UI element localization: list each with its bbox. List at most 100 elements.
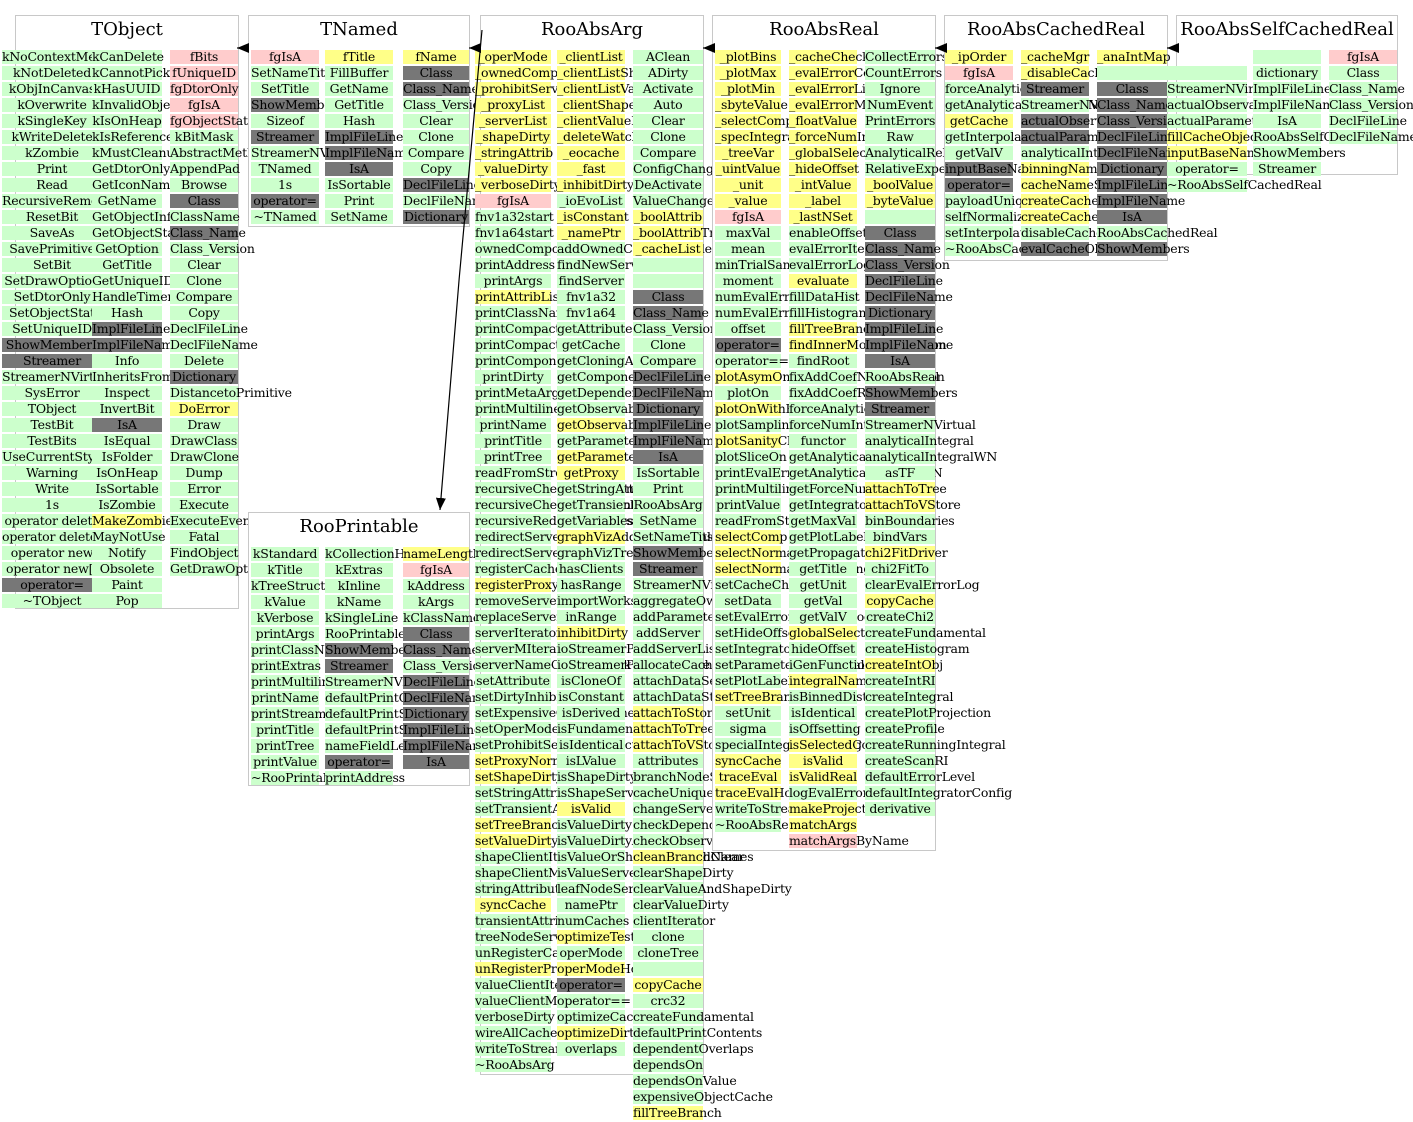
member-cell: fillDataHist — [789, 289, 860, 304]
member-cell: verboseDirty — [475, 1009, 555, 1024]
member-cell: Dictionary — [403, 706, 469, 721]
member-cell: findRoot — [789, 354, 857, 368]
member-cell: getAnalyticalIntegralWN — [789, 466, 943, 480]
member-cell: TestBits — [2, 434, 102, 448]
member-cell: analyticalIntegral — [865, 433, 974, 448]
member-cell: fgIsA — [945, 66, 1013, 80]
member-cell: RooPrintable — [325, 626, 406, 641]
member-cell: ~TObject — [2, 594, 102, 608]
member-cell: kSingleKey — [2, 114, 102, 128]
class-box-rooprintable[interactable]: RooPrintable kStandard kTitle kTreeStructu… — [248, 512, 491, 786]
member-cell: ImplFileLine — [633, 417, 712, 432]
member-cell: isValueDirtyAndClear — [557, 833, 690, 848]
member-cell: printTree — [475, 450, 551, 464]
member-cell: Hash — [92, 306, 162, 320]
member-cell: allocateCacheUniqueSuffix — [633, 658, 800, 672]
member-cell: StreamerNVirtual — [1167, 81, 1278, 96]
member-cell: DistancetoPrimitive — [170, 385, 292, 400]
class-box-tobject[interactable]: TObject kNoContextMenu kNotDeleted kObjInC… — [2, 15, 292, 609]
member-cell: ResetBit — [2, 210, 102, 224]
member-cell: checkDependents — [633, 817, 743, 832]
member-cell: registerProxy — [475, 577, 559, 592]
member-cell: Class_Version — [403, 97, 488, 112]
class-box-rooabsarg[interactable]: RooAbsArg _operMode _ownedComponents _proh… — [475, 15, 817, 1120]
member-cell: clearEvalErrorLog — [865, 577, 980, 592]
member-cell: Auto — [633, 98, 703, 112]
member-cell: ShowMembers — [1253, 145, 1346, 160]
member-cell: setParameterizeIntegral — [715, 658, 865, 672]
member-cell: _eocache — [557, 146, 625, 160]
member-cell: _ownedComponents — [475, 65, 600, 80]
member-cell: Class_Version — [1329, 97, 1413, 112]
member-cell: recursiveCheckDependents — [475, 482, 645, 496]
member-cell: ImplFileLine — [1253, 81, 1332, 96]
member-cell: DeclFileName — [1097, 145, 1185, 160]
member-cell: fName — [403, 50, 469, 64]
member-cell: fnv1a64 — [557, 306, 625, 320]
member-cell: operator= — [2, 578, 102, 592]
member-cell: numEvalErrorItems — [715, 289, 838, 304]
member-cell: readFromStream — [715, 513, 822, 528]
member-cell: ShowMembers — [1097, 241, 1190, 256]
member-cell: Dump — [170, 466, 238, 480]
member-cell: printValue — [715, 497, 781, 512]
member-cell: _evalErrorMode — [789, 97, 889, 112]
member-cell: _evalErrorCount — [789, 65, 891, 80]
member-cell: kSingleLine — [325, 610, 399, 625]
member-cell: _globalSelectComp — [789, 145, 908, 160]
member-cell: isIdentical — [789, 705, 857, 720]
member-cell: DeclFileLine — [865, 273, 943, 288]
member-cell: selfNormalized — [945, 209, 1039, 224]
member-cell: kNotDeleted — [2, 66, 102, 80]
member-cell: forceAnalyticalInt — [945, 81, 1055, 96]
member-cell: ClassName — [170, 209, 240, 224]
member-cell: printName — [475, 418, 551, 432]
member-cell — [633, 274, 703, 288]
member-column: _operMode _ownedComponents _prohibitServer… — [475, 50, 647, 1074]
member-cell: getProxy — [557, 466, 625, 480]
member-cell: AppendPad — [170, 161, 240, 176]
member-cell: isConstant — [557, 689, 625, 704]
member-cell: checkObservables — [633, 833, 746, 848]
member-cell: ShowMembers — [633, 545, 726, 560]
member-cell: _selectComp — [715, 113, 794, 128]
member-cell: isValid — [557, 802, 625, 816]
class-box-rooabsselfcachedreal[interactable]: RooAbsSelfCachedReal StreamerNVirtual act… — [1167, 15, 1413, 192]
member-cell: ImplFileLine — [92, 321, 171, 336]
member-cell: Print — [325, 194, 393, 208]
member-cell: printComponentTree — [475, 353, 605, 368]
class-box-rooabscachedreal[interactable]: RooAbsCachedReal _ipOrder fgIsA forceAnaly… — [944, 15, 1218, 261]
member-cell: attributes — [633, 754, 703, 768]
member-cell: _proxyList — [475, 98, 551, 112]
member-cell: GetName — [92, 194, 162, 208]
member-cell: asTF — [865, 466, 935, 480]
member-cell: hideOffset — [789, 642, 857, 656]
member-cell: IsOnHeap — [92, 466, 162, 480]
member-cell: addServer — [633, 626, 703, 640]
member-cell: setHideOffset — [715, 625, 800, 640]
member-cell: fgObjectStat — [170, 113, 248, 128]
member-cell: syncCache — [715, 753, 782, 768]
member-cell: IsA — [633, 450, 703, 464]
member-cell: _shapeDirty — [475, 129, 551, 144]
class-box-rooabsreal[interactable]: RooAbsReal _plotBins _plotMax _plotMin _sby… — [712, 15, 1012, 851]
member-cell: setExpensiveObjectCache — [475, 705, 635, 720]
member-cell: StreamerNVirtual — [1021, 97, 1132, 112]
member-cell: Class_Name — [403, 642, 479, 657]
member-cell: Class_Name — [403, 81, 479, 96]
member-cell: fillTreeBranch — [633, 1105, 722, 1120]
class-box-tnamed[interactable]: TNamed fgIsA SetNameTitle SetTitle ShowMemb… — [248, 15, 491, 227]
member-cell: Compare — [633, 354, 703, 368]
member-cell: StreamerNVirtual — [865, 417, 976, 432]
member-cell: redirectServers — [475, 529, 572, 544]
member-cell: GetTitle — [92, 258, 162, 272]
member-cell: TestBit — [2, 418, 102, 432]
member-cell: createCache — [1021, 209, 1099, 224]
member-cell: _plotMax — [715, 66, 781, 80]
member-cell: GetObjectInfo — [92, 209, 179, 224]
member-cell: Dictionary — [403, 209, 469, 224]
member-cell: getValV — [945, 146, 1013, 160]
member-cell: ImplFileName — [92, 337, 181, 352]
member-cell: Class_Version — [1097, 113, 1182, 128]
